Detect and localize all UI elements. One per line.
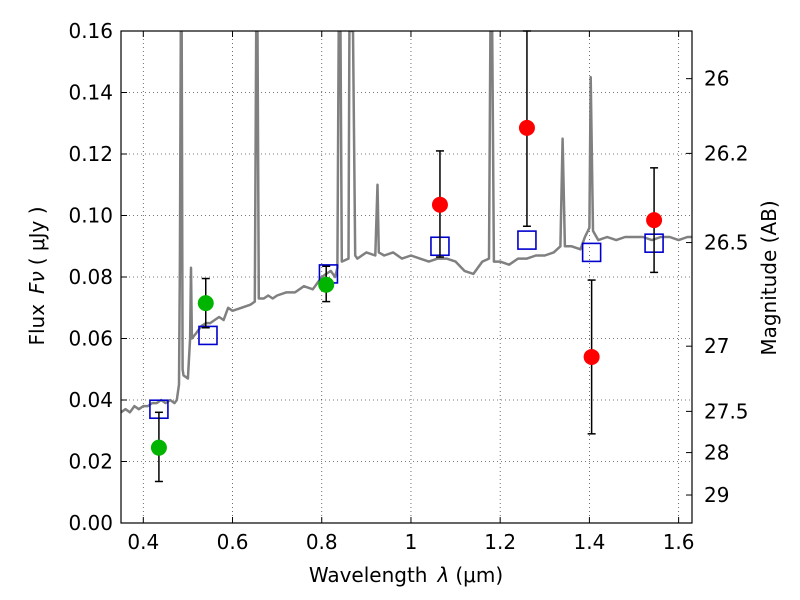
y-tick-label: 0.04 — [68, 388, 113, 412]
x-tick-label: 1.4 — [573, 530, 605, 554]
model-photometry-squares — [149, 230, 664, 420]
y-axis-label: FluxFν( μJy ) — [25, 206, 49, 345]
y2-tick-label: 29 — [704, 483, 729, 507]
x-tick-label: 0.4 — [127, 530, 159, 554]
x-tick-label: 1 — [405, 530, 418, 554]
optical-photometry-point — [197, 295, 214, 312]
x-tick-label: 0.8 — [306, 530, 338, 554]
optical-photometry-point — [318, 276, 335, 293]
y-tick-label: 0.10 — [68, 204, 113, 228]
nir-photometry-point — [583, 348, 600, 365]
x-tick-label: 0.6 — [217, 530, 249, 554]
y-tick-label: 0.14 — [68, 81, 113, 105]
x-axis-label: Wavelength λ (μm) — [309, 563, 503, 587]
axis-ticks: 0.4 0.6 0.8 1 1.2 1.4 1.6 0.00 0.02 0.04 0.06 0.08 0… — [68, 19, 748, 554]
plot-frame — [120, 30, 693, 524]
y2-tick-label: 26 — [704, 67, 729, 91]
y-tick-label: 0.16 — [68, 19, 113, 43]
nir-photometry-point — [518, 119, 535, 136]
y2-tick-label: 27.5 — [704, 399, 749, 423]
y2-axis-label: Magnitude (AB) — [757, 200, 781, 355]
model-square-marker — [581, 242, 602, 263]
y2-tick-label: 26.5 — [704, 231, 749, 255]
y-tick-label: 0.08 — [68, 265, 113, 289]
spectrum-path — [121, 31, 692, 414]
x-tick-label: 1.6 — [663, 530, 695, 554]
x-tick-label: 1.2 — [484, 530, 516, 554]
grid-lines — [121, 31, 692, 523]
y-tick-label: 0.00 — [68, 511, 113, 535]
y2-tick-label: 27 — [704, 334, 729, 358]
observed-photometry-points — [150, 30, 663, 483]
y2-tick-label: 28 — [704, 441, 729, 465]
spectrum-line — [121, 31, 692, 414]
y2-tick-label: 26.2 — [704, 141, 749, 165]
y-tick-label: 0.06 — [68, 327, 113, 351]
model-square-marker — [517, 230, 537, 250]
model-square-marker — [198, 325, 218, 346]
optical-photometry-point — [150, 439, 167, 456]
nir-photometry-point — [646, 212, 663, 229]
nir-photometry-point — [431, 196, 448, 213]
y-tick-label: 0.12 — [68, 142, 113, 166]
y-tick-label: 0.02 — [68, 450, 113, 474]
